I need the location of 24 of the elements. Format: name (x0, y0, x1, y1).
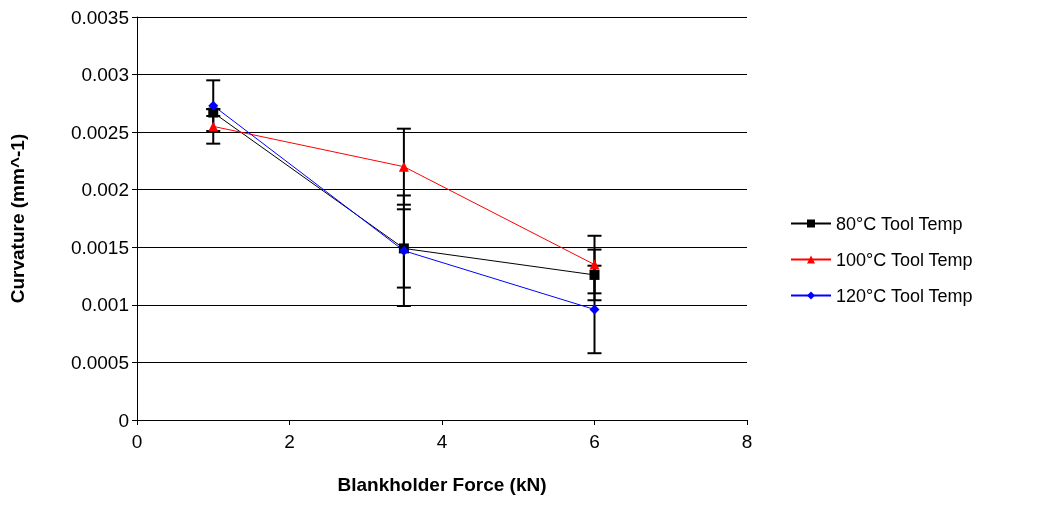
y-tick-label: 0.0015 (70, 236, 129, 258)
point (589, 304, 600, 315)
y-tick-label: 0.0025 (70, 121, 129, 143)
y-tick-label: 0.001 (81, 294, 129, 316)
y-axis-title: Curvature (mm^-1) (7, 133, 28, 304)
point (589, 259, 600, 270)
x-axis-title: Blankholder Force (kN) (337, 474, 547, 495)
point (398, 161, 409, 172)
x-tick-label: 0 (131, 431, 143, 452)
y-tick-label: 0.003 (81, 64, 129, 86)
point (208, 100, 219, 111)
y-tick-label: 0.002 (81, 179, 129, 201)
legend-label: 120°C Tool Temp (836, 285, 973, 306)
legend-label: 80°C Tool Temp (836, 213, 963, 234)
x-tick-label: 2 (284, 431, 295, 452)
y-tick-label: 0.0035 (70, 6, 129, 28)
point (589, 269, 600, 280)
x-tick-label: 6 (589, 431, 600, 452)
y-tick-label: 0 (118, 409, 129, 431)
x-tick-label: 8 (741, 431, 753, 452)
legend-label: 100°C Tool Temp (836, 249, 973, 270)
y-tick-label: 0.0005 (70, 351, 129, 373)
x-tick-label: 4 (436, 431, 448, 452)
point (208, 121, 219, 132)
